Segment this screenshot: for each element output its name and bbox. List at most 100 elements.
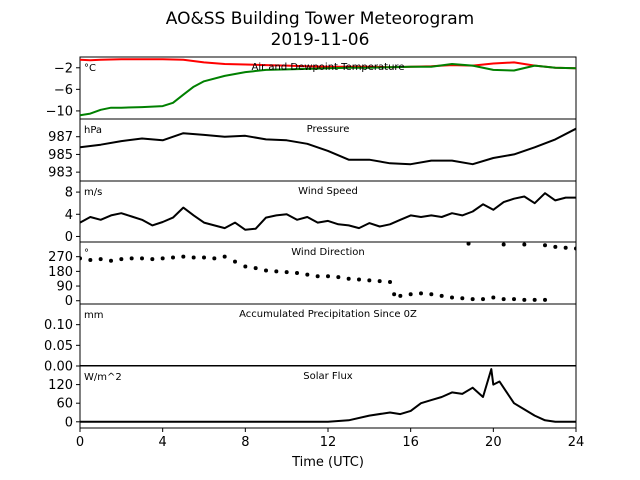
panel-3: 8 4 0 m/s Wind Speed	[65, 180, 577, 245]
data-point	[305, 272, 310, 277]
data-point	[109, 258, 113, 263]
x-tick-label: 4	[159, 435, 167, 450]
y-tick-label: 0	[65, 230, 73, 245]
series-line-1	[80, 127, 576, 166]
data-point	[398, 293, 403, 298]
data-point	[264, 268, 268, 273]
panel-2: 987 985 983 hPa Pressure	[48, 118, 577, 182]
y-tick-label: −10	[46, 104, 73, 119]
data-point	[522, 242, 527, 247]
data-point	[336, 275, 341, 280]
data-point	[326, 274, 330, 279]
data-point	[553, 244, 558, 249]
data-point	[419, 291, 423, 296]
panel-title: Pressure	[307, 124, 350, 135]
data-point	[481, 297, 485, 302]
data-point	[392, 292, 397, 297]
data-point	[129, 256, 134, 261]
data-point	[80, 256, 82, 261]
y-tick-label: 8	[65, 186, 73, 201]
x-tick-label: 8	[241, 435, 249, 450]
panel-title: Wind Speed	[298, 186, 358, 197]
y-tick-label: 180	[48, 265, 73, 280]
y-tick-label: 983	[48, 166, 73, 181]
data-point	[212, 256, 217, 261]
series-line-1	[80, 368, 576, 423]
y-tick-label: 120	[48, 378, 73, 393]
data-point	[522, 297, 527, 302]
panel-6: 120 60 0 W/m^2 Solar Flux	[48, 365, 577, 430]
series-line-2	[80, 63, 576, 117]
data-point	[470, 297, 475, 302]
data-point	[233, 259, 237, 264]
y-tick-label: 0	[65, 294, 73, 309]
x-tick-label: 20	[485, 435, 502, 450]
data-point	[388, 279, 392, 284]
y-tick-label: −2	[54, 61, 73, 76]
panel-unit-label: °	[84, 248, 89, 259]
x-tick-label: 16	[402, 435, 419, 450]
data-point	[377, 279, 382, 284]
panel-title: Solar Flux	[303, 371, 353, 382]
data-point	[181, 254, 186, 259]
data-point	[491, 295, 496, 300]
data-point	[160, 256, 165, 261]
data-point	[202, 255, 206, 260]
panels-group: −2 −6 −10 °C Air and Dewpoint Temperature 987…	[44, 56, 577, 430]
data-point	[295, 271, 299, 275]
x-axis-label: Time (UTC)	[291, 455, 364, 470]
data-point	[450, 295, 454, 300]
panel-unit-label: mm	[84, 310, 103, 321]
data-point	[563, 245, 568, 250]
data-point	[274, 269, 279, 274]
data-point	[150, 257, 155, 262]
data-point	[284, 270, 289, 275]
figure-title-line1: AO&SS Building Tower Meteorogram	[166, 9, 474, 29]
data-point	[574, 246, 576, 251]
data-point	[243, 264, 248, 269]
figure-title-line2: 2019-11-06	[271, 30, 370, 50]
data-point	[460, 296, 465, 301]
panel-title: Accumulated Precipitation Since 0Z	[239, 309, 417, 320]
data-point	[253, 266, 258, 271]
series-line-1	[80, 192, 576, 231]
y-tick-label: 60	[56, 397, 73, 412]
y-tick-label: 90	[56, 280, 73, 295]
x-tick-label: 24	[568, 435, 585, 450]
y-tick-label: 987	[48, 130, 73, 145]
panel-unit-label: °C	[84, 63, 96, 74]
data-point	[512, 297, 516, 302]
data-point	[543, 243, 547, 248]
panel-unit-label: hPa	[84, 125, 102, 136]
x-tick-label: 12	[320, 435, 337, 450]
data-point	[346, 276, 351, 281]
panel-1: −2 −6 −10 °C Air and Dewpoint Temperature	[46, 56, 577, 120]
x-tick-label: 0	[76, 435, 84, 450]
y-tick-label: 0	[65, 415, 73, 430]
data-point	[119, 257, 124, 262]
panel-unit-label: W/m^2	[84, 372, 122, 383]
panel-title: Wind Direction	[291, 247, 365, 258]
y-tick-label: 0.05	[44, 339, 73, 354]
y-tick-label: 985	[48, 148, 73, 163]
y-tick-label: −6	[54, 83, 73, 98]
data-point	[88, 257, 93, 262]
data-point	[98, 257, 103, 262]
data-point	[408, 292, 413, 297]
y-tick-label: 270	[48, 250, 73, 265]
x-axis: 0 4 8 12 16 20 24	[76, 428, 584, 450]
data-point	[501, 242, 506, 247]
y-tick-label: 0.10	[44, 318, 73, 333]
data-point	[222, 254, 227, 259]
series-line-1	[80, 58, 576, 70]
data-point	[171, 255, 175, 260]
y-tick-label: 4	[65, 208, 73, 223]
data-point	[140, 256, 144, 261]
data-point	[501, 297, 506, 302]
panel-title: Air and Dewpoint Temperature	[252, 62, 405, 73]
data-point	[191, 255, 196, 260]
y-tick-label: 0.00	[44, 360, 73, 375]
data-point	[532, 297, 537, 302]
